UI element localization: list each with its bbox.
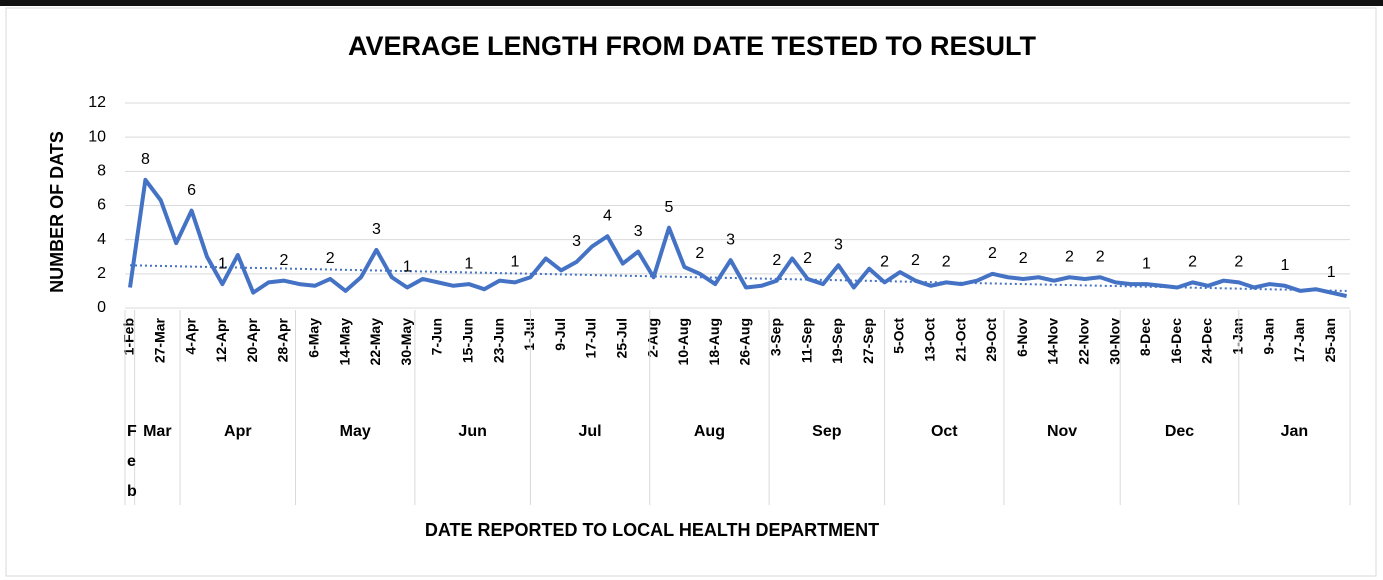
x-tick-label: 21-Oct — [952, 318, 968, 362]
x-tick-label: 6-May — [306, 318, 322, 358]
x-tick-label: 27-Mar — [152, 317, 168, 363]
data-label: 2 — [1065, 248, 1074, 265]
x-tick-label: 25-Jan — [1322, 318, 1338, 362]
y-tick-label: 6 — [97, 197, 106, 214]
month-label: Oct — [931, 423, 958, 440]
y-axis-label: NUMBER OF DATS — [47, 131, 67, 293]
x-tick-label: 1-Jul — [521, 318, 537, 351]
data-label: 2 — [1096, 248, 1105, 265]
data-label: 4 — [603, 207, 612, 224]
month-label: Jan — [1281, 423, 1309, 440]
data-label: 3 — [726, 231, 735, 248]
data-label: 3 — [572, 233, 581, 250]
x-tick-label: 11-Sep — [798, 318, 814, 363]
data-label: 2 — [695, 245, 704, 262]
x-tick-label: 29-Oct — [983, 318, 999, 362]
data-label: 2 — [1234, 254, 1243, 271]
x-tick-label: 2-Aug — [644, 318, 660, 358]
x-tick-label: 30-Nov — [1106, 318, 1122, 365]
data-label: 8 — [141, 151, 150, 168]
x-tick-label: 13-Oct — [922, 318, 938, 362]
x-tick-label: 7-Jun — [429, 318, 445, 355]
x-tick-label: 9-Jan — [1260, 318, 1276, 355]
x-tick-label: 30-May — [398, 318, 414, 366]
chart-title: AVERAGE LENGTH FROM DATE TESTED TO RESUL… — [348, 31, 1037, 61]
y-tick-label: 0 — [97, 299, 106, 316]
data-label: 2 — [803, 250, 812, 267]
data-label: 1 — [511, 254, 520, 271]
data-label: 3 — [634, 223, 643, 240]
y-tick-label: 10 — [88, 128, 106, 145]
data-label: 2 — [988, 245, 997, 262]
month-label: May — [340, 423, 371, 440]
x-tick-label: 8-Dec — [1137, 318, 1153, 356]
x-tick-label: 22-Nov — [1076, 318, 1092, 365]
data-label: 6 — [187, 182, 196, 199]
data-label: 2 — [1019, 250, 1028, 267]
month-label: Jun — [458, 423, 486, 440]
x-tick-label: 5-Oct — [891, 318, 907, 354]
x-tick-label: 24-Dec — [1199, 318, 1215, 364]
data-label: 2 — [911, 252, 920, 269]
x-tick-label: 25-Jul — [614, 318, 630, 358]
data-label: 1 — [464, 255, 473, 272]
x-tick-label: 12-Apr — [213, 317, 229, 362]
data-line — [128, 177, 1348, 298]
y-tick-label: 4 — [97, 231, 106, 248]
x-tick-label: 14-Nov — [1045, 318, 1061, 365]
month-label: Nov — [1047, 423, 1077, 440]
data-label: 2 — [1188, 254, 1197, 271]
x-tick-label: 23-Jun — [490, 318, 506, 363]
x-axis-label: DATE REPORTED TO LOCAL HEALTH DEPARTMENT — [425, 520, 879, 540]
x-tick-label: 22-May — [367, 318, 383, 366]
y-tick-label: 8 — [97, 163, 106, 180]
x-tick-label: 18-Aug — [706, 318, 722, 365]
x-tick-label: 15-Jun — [460, 318, 476, 363]
data-label: 1 — [1142, 255, 1151, 272]
data-label: 1 — [1281, 257, 1290, 274]
x-tick-label: 4-Apr — [182, 317, 198, 354]
data-label: 1 — [1327, 264, 1336, 281]
x-tick-label: 6-Nov — [1014, 318, 1030, 357]
x-tick-label: 1-Jan — [1230, 318, 1246, 355]
x-tick-label: 28-Apr — [275, 317, 291, 362]
data-label: 3 — [372, 221, 381, 238]
x-tick-label: 20-Apr — [244, 317, 260, 362]
x-tick-label: 27-Sep — [860, 318, 876, 364]
x-tick-label: 10-Aug — [675, 318, 691, 365]
month-label: Jul — [579, 423, 602, 440]
month-label: Apr — [224, 423, 252, 440]
month-label: Aug — [694, 423, 725, 440]
y-tick-label: 12 — [88, 94, 106, 111]
chart-border — [5, 7, 1377, 577]
data-label: 2 — [772, 252, 781, 269]
x-tick-label: 17-Jan — [1291, 318, 1307, 362]
data-label: 2 — [942, 254, 951, 271]
top-bar — [0, 0, 1383, 6]
data-label: 2 — [880, 254, 889, 271]
x-tick-label: 16-Dec — [1168, 318, 1184, 364]
data-label: 5 — [665, 199, 674, 216]
data-label: 1 — [218, 255, 227, 272]
month-label: Mar — [143, 423, 171, 440]
x-tick-label: 14-May — [336, 318, 352, 366]
data-label: 2 — [326, 250, 335, 267]
data-label: 2 — [280, 252, 289, 269]
x-tick-label: 17-Jul — [583, 318, 599, 358]
data-label: 1 — [403, 259, 412, 276]
x-tick-label: 26-Aug — [737, 318, 753, 365]
y-tick-label: 2 — [97, 265, 106, 282]
data-label: 3 — [834, 237, 843, 254]
x-tick-label: 19-Sep — [829, 318, 845, 364]
x-tick-label: 3-Sep — [768, 318, 784, 356]
month-label: Dec — [1165, 423, 1194, 440]
x-tick-label: 9-Jul — [552, 318, 568, 351]
month-label: Sep — [812, 423, 842, 440]
